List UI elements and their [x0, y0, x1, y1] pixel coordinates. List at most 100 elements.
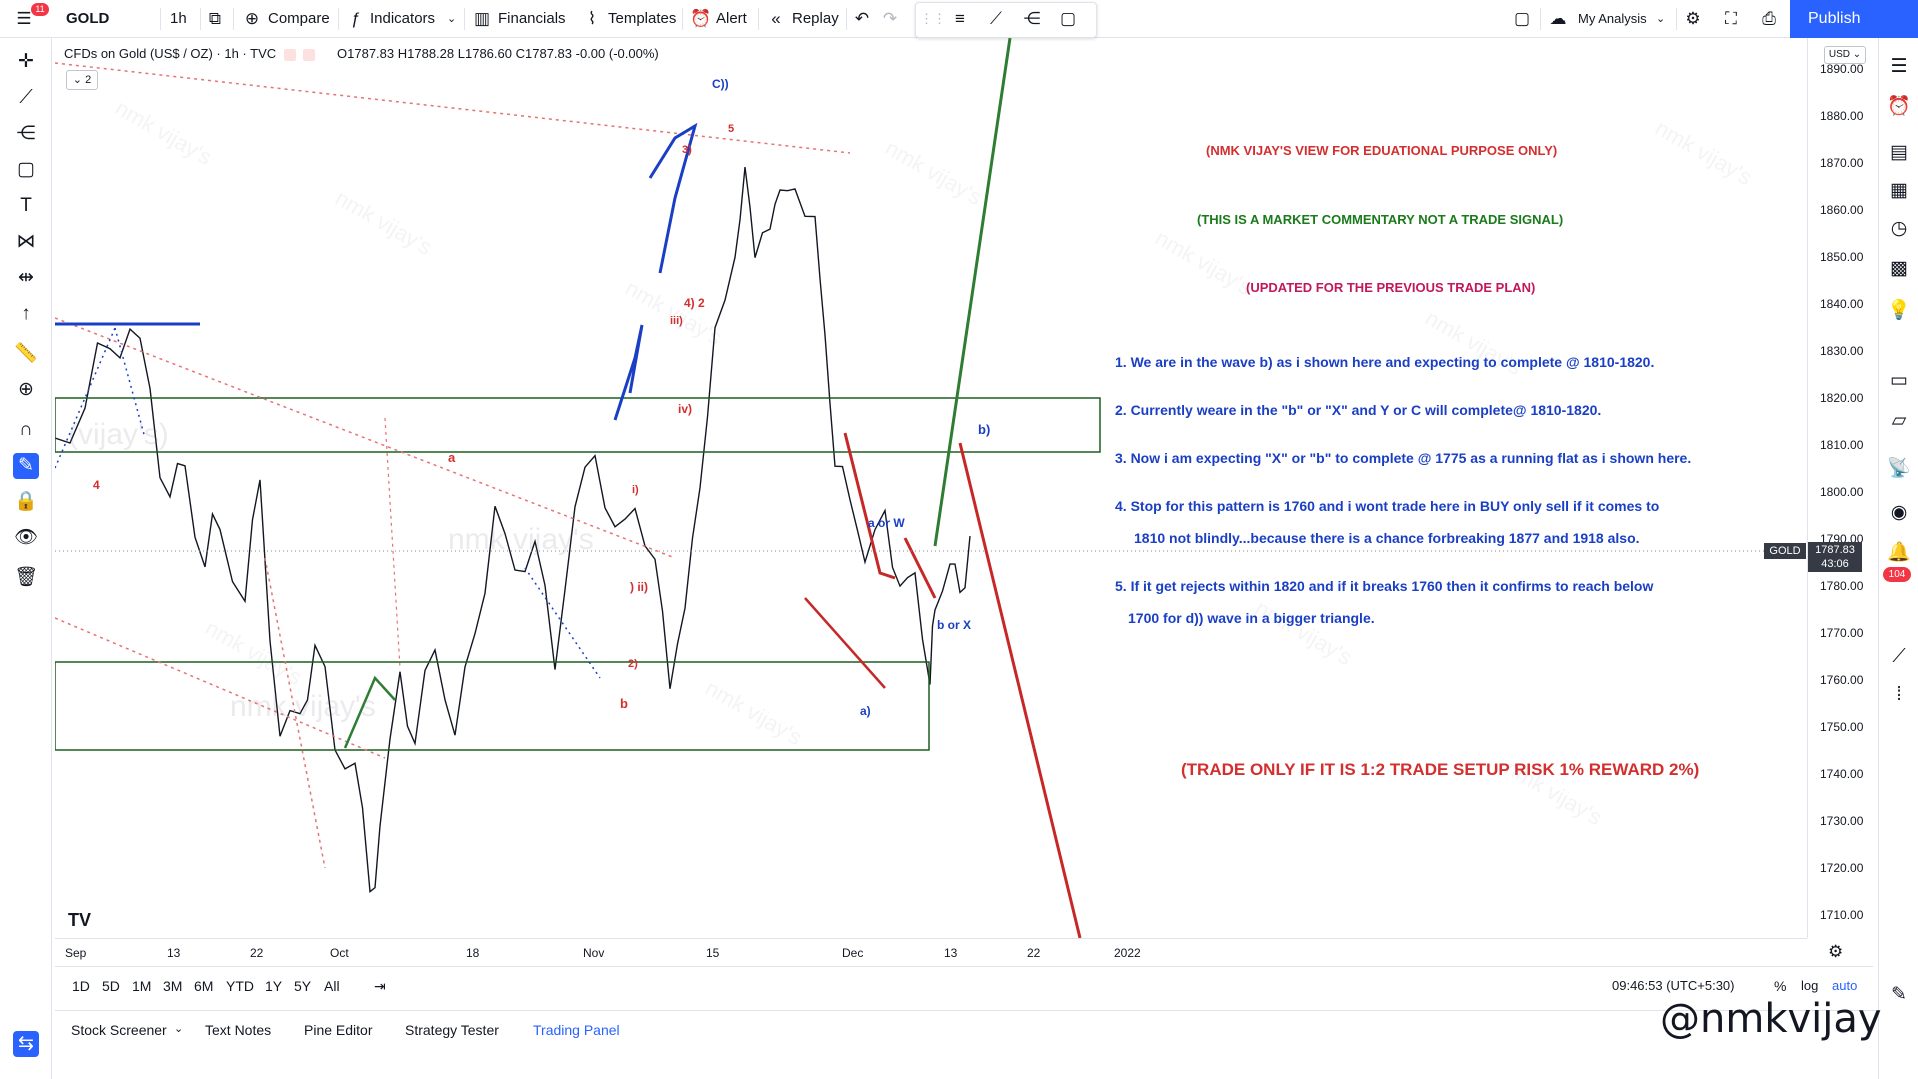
- bottom-tab-trading-panel[interactable]: Trading Panel: [533, 1022, 620, 1038]
- legend-title[interactable]: CFDs on Gold (US$ / OZ) · 1h · TVC: [64, 46, 277, 61]
- trend-line-icon[interactable]: ⟋: [990, 9, 1002, 28]
- financials-icon[interactable]: ▥: [473, 9, 491, 28]
- range-button-5d[interactable]: 5D: [102, 978, 120, 994]
- bottom-tab-pine-editor[interactable]: Pine Editor: [304, 1022, 373, 1038]
- fib-tool-icon[interactable]: ⋲: [16, 123, 36, 144]
- camera-icon[interactable]: ⎙: [1762, 9, 1776, 28]
- horizontal-lines-icon[interactable]: ≡: [955, 9, 965, 28]
- symbol-search[interactable]: GOLD: [66, 10, 110, 27]
- more-dots-icon[interactable]: ⁞: [1896, 684, 1902, 705]
- streams-icon[interactable]: ▱: [1891, 410, 1907, 431]
- price-tick-label: 1770.00: [1820, 626, 1864, 640]
- alert-icon[interactable]: ⏰: [690, 9, 712, 28]
- templates-icon[interactable]: ⌇: [587, 9, 597, 28]
- chart-type-icon[interactable]: ⧉: [208, 9, 222, 28]
- crosshair-icon[interactable]: ✛: [18, 51, 34, 72]
- range-button-5y[interactable]: 5Y: [294, 978, 312, 994]
- trash-icon[interactable]: 🗑: [13, 567, 39, 588]
- layout-name[interactable]: My Analysis: [1578, 11, 1647, 26]
- price-tick-label: 1800.00: [1820, 485, 1864, 499]
- auto-toggle[interactable]: auto: [1832, 978, 1858, 993]
- visibility-icon[interactable]: 👁: [13, 527, 39, 548]
- indicators-button[interactable]: Indicators: [370, 10, 436, 27]
- price-axis[interactable]: [1807, 38, 1874, 938]
- pitchfork-icon[interactable]: ⋲: [1023, 9, 1041, 28]
- green-projection: [933, 38, 1012, 547]
- hotlists-icon[interactable]: ▦: [1890, 180, 1908, 201]
- legend-low: L1786.60: [457, 46, 512, 61]
- legend-close: C1787.83: [515, 46, 573, 61]
- bottom-tab-stock-screener[interactable]: Stock Screener: [71, 1022, 167, 1038]
- replay-icon[interactable]: «: [771, 9, 781, 28]
- object-tree-icon[interactable]: ⇆: [13, 1031, 39, 1057]
- fullscreen-icon[interactable]: ⛶: [1725, 9, 1737, 28]
- time-axis[interactable]: [55, 938, 1807, 967]
- ideas-icon[interactable]: ▩: [1890, 258, 1908, 279]
- indicators-dropdown-icon[interactable]: ⌄: [447, 13, 457, 25]
- menu-icon[interactable]: ☰: [16, 9, 32, 28]
- pencil-icon[interactable]: ✎: [1891, 984, 1907, 1005]
- layout-dropdown-icon[interactable]: ⌄: [1656, 13, 1666, 25]
- ruler-icon[interactable]: 📏: [14, 343, 38, 364]
- prediction-tool-icon[interactable]: ⇹: [18, 267, 34, 288]
- fullscreen-box-icon[interactable]: ▢: [1513, 9, 1531, 28]
- goto-date-icon[interactable]: ⇥: [374, 978, 386, 994]
- range-button-3m[interactable]: 3M: [163, 978, 183, 994]
- log-toggle[interactable]: log: [1801, 978, 1819, 993]
- drag-handle-icon[interactable]: ⋮⋮: [920, 11, 946, 26]
- undo-icon[interactable]: ↶: [854, 9, 870, 28]
- alerts-clock-icon[interactable]: ⏰: [1887, 96, 1911, 117]
- range-button-all[interactable]: All: [324, 978, 340, 994]
- text-tool-icon[interactable]: T: [20, 195, 32, 216]
- pattern-tool-icon[interactable]: ⋈: [16, 231, 36, 252]
- bottom-tab-text-notes[interactable]: Text Notes: [205, 1022, 272, 1038]
- range-button-1d[interactable]: 1D: [72, 978, 90, 994]
- screener-dropdown-icon[interactable]: ⌄: [174, 1023, 184, 1035]
- compare-button[interactable]: Compare: [268, 10, 330, 27]
- percent-toggle[interactable]: %: [1774, 978, 1787, 994]
- templates-button[interactable]: Templates: [608, 10, 677, 27]
- range-button-1m[interactable]: 1M: [132, 978, 152, 994]
- magnet-icon[interactable]: ∩: [19, 419, 33, 440]
- lock-icon[interactable]: 🔒: [14, 491, 38, 512]
- trend-icon[interactable]: ⟋: [1892, 646, 1906, 667]
- broadcast-icon[interactable]: ◉: [1890, 502, 1908, 523]
- rectangle-icon[interactable]: ▢: [1059, 9, 1077, 28]
- indicators-icon[interactable]: ƒ: [351, 9, 361, 28]
- currency-selector[interactable]: USD ⌄: [1824, 46, 1866, 64]
- shape-tool-icon[interactable]: ▢: [17, 159, 35, 180]
- calendar-icon[interactable]: ◷: [1890, 218, 1908, 239]
- blue-dotted-3: [524, 567, 601, 679]
- signals-icon[interactable]: 📡: [1887, 458, 1911, 479]
- clock-display[interactable]: 09:46:53 (UTC+5:30): [1612, 978, 1735, 993]
- data-window-icon[interactable]: ▤: [1890, 142, 1908, 163]
- stay-drawing-icon[interactable]: ✎: [13, 453, 39, 479]
- trend-line-tool-icon[interactable]: ⟋: [19, 87, 33, 108]
- financials-button[interactable]: Financials: [498, 10, 566, 27]
- price-series: [55, 166, 971, 893]
- price-chart[interactable]: [55, 38, 1807, 938]
- bottom-tab-strategy-tester[interactable]: Strategy Tester: [405, 1022, 499, 1038]
- range-button-6m[interactable]: 6M: [194, 978, 214, 994]
- settings-gear-icon[interactable]: ⚙: [1685, 9, 1701, 28]
- notifications-icon[interactable]: 🔔: [1887, 542, 1911, 563]
- arrow-tool-icon[interactable]: ↑: [21, 303, 31, 324]
- replay-button[interactable]: Replay: [792, 10, 839, 27]
- scale-settings-icon[interactable]: ⚙: [1828, 942, 1844, 961]
- red-a-lower: [804, 597, 886, 689]
- chat-icon[interactable]: ▭: [1890, 370, 1908, 391]
- legend-collapse-button[interactable]: ⌄ 2: [66, 70, 98, 90]
- zoom-icon[interactable]: ⊕: [18, 379, 34, 400]
- cloud-icon[interactable]: ☁: [1549, 9, 1567, 28]
- legend-settings-icon[interactable]: [303, 48, 316, 61]
- range-button-ytd[interactable]: YTD: [226, 978, 254, 994]
- alert-button[interactable]: Alert: [716, 10, 747, 27]
- compare-icon[interactable]: ⊕: [244, 9, 260, 28]
- legend-eye-icon[interactable]: [283, 48, 296, 61]
- interval-button[interactable]: 1h: [170, 10, 187, 27]
- redo-icon[interactable]: ↷: [882, 9, 898, 28]
- lightbulb-icon[interactable]: 💡: [1887, 300, 1911, 321]
- publish-button[interactable]: Publish: [1790, 0, 1918, 38]
- range-button-1y[interactable]: 1Y: [265, 978, 283, 994]
- watchlist-icon[interactable]: ☰: [1890, 56, 1908, 77]
